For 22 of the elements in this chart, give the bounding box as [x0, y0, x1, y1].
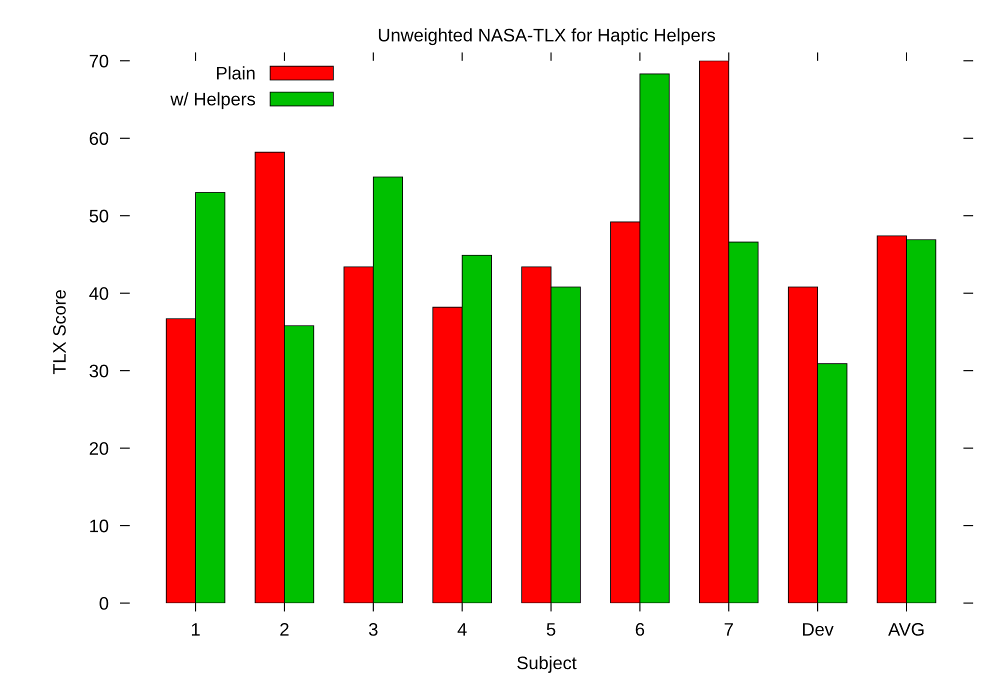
x-tick-label: 7 [724, 623, 733, 636]
y-tick-label: 40 [89, 287, 108, 300]
x-tick-label: AVG [888, 623, 924, 636]
y-tick-label: 50 [90, 210, 108, 222]
x-tick-label: 6 [636, 623, 644, 636]
x-axis-title: Subject [517, 656, 577, 673]
chart-title: Unweighted NASA-TLX for Haptic Helpers [378, 28, 716, 46]
x-tick-label: Dev [803, 623, 834, 636]
y-tick-label: 30 [90, 364, 108, 378]
x-tick-label: 5 [546, 623, 556, 636]
legend-label: Plain [217, 66, 255, 80]
y-tick-label: 70 [90, 54, 108, 68]
y-tick-label: 0 [100, 597, 108, 610]
x-tick-label: 4 [458, 623, 467, 636]
y-axis-title: TLX Score [53, 290, 66, 374]
legend-label: w/ Helpers [170, 92, 256, 110]
y-tick-label: 10 [90, 520, 108, 532]
x-tick-label: 3 [368, 623, 378, 636]
x-tick-label: 2 [280, 623, 289, 636]
y-tick-label: 20 [90, 442, 108, 455]
y-tick-label: 60 [90, 132, 108, 145]
x-tick-label: 1 [192, 623, 200, 636]
